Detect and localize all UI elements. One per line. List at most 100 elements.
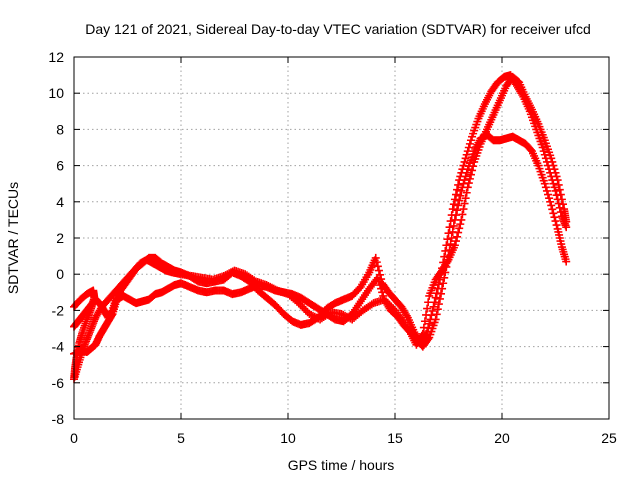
data-point <box>424 298 433 307</box>
data-point <box>448 205 457 214</box>
data-point <box>418 329 427 338</box>
data-point <box>547 201 556 210</box>
data-point <box>458 210 467 219</box>
data-point <box>455 224 464 233</box>
y-tick-label: -2 <box>52 302 65 318</box>
data-point <box>459 161 468 170</box>
y-tick-label: -8 <box>52 411 65 427</box>
data-point <box>422 310 431 319</box>
data-point <box>552 172 561 181</box>
data-point <box>546 197 555 206</box>
data-point <box>426 315 435 324</box>
data-point <box>549 209 558 218</box>
data-point <box>435 294 444 303</box>
data-point <box>443 257 452 266</box>
data-point <box>540 179 549 188</box>
y-tick-label: -4 <box>52 339 65 355</box>
chart-title: Day 121 of 2021, Sidereal Day-to-day VTE… <box>85 21 591 37</box>
data-point <box>453 206 462 215</box>
y-tick-label: 12 <box>48 49 64 65</box>
data-point <box>301 306 310 315</box>
data-point <box>457 168 466 177</box>
x-tick-label: 0 <box>70 430 78 446</box>
data-point <box>377 284 386 293</box>
data-point <box>459 205 468 214</box>
data-point <box>548 205 557 214</box>
data-point <box>434 300 443 309</box>
data-point <box>460 199 469 208</box>
data-point <box>450 241 459 250</box>
data-point <box>454 201 463 210</box>
data-point <box>298 302 307 311</box>
data-point <box>447 211 456 220</box>
data-point <box>553 176 562 185</box>
data-point <box>434 280 443 289</box>
data-point <box>307 310 316 319</box>
y-axis-label: SDTVAR / TECUs <box>5 182 21 294</box>
axis-ticks: 0 5 10 15 20 25 -8 -6 -4 -2 0 2 4 6 8 10 12 <box>48 49 617 446</box>
y-tick-label: 2 <box>56 230 64 246</box>
data-point <box>374 266 383 275</box>
y-tick-label: 4 <box>56 194 64 210</box>
data-point <box>551 186 560 195</box>
data-point <box>374 277 383 286</box>
data-point <box>446 217 455 226</box>
data-point <box>549 161 558 170</box>
data-point <box>443 235 452 244</box>
data-point <box>425 319 434 328</box>
data-point <box>466 170 475 179</box>
data-point <box>453 232 462 241</box>
data-point <box>555 185 564 194</box>
data-point <box>469 162 478 171</box>
data-point <box>433 305 442 314</box>
data-point <box>466 136 475 145</box>
data-point <box>373 273 382 282</box>
data-point <box>463 183 472 192</box>
data-point <box>554 180 563 189</box>
data-point <box>378 288 387 297</box>
data-point <box>550 183 559 192</box>
data-point <box>464 143 473 152</box>
data-point <box>379 291 388 300</box>
data-point <box>542 186 551 195</box>
data-point <box>465 139 474 148</box>
data-point <box>562 257 571 266</box>
data-point <box>371 253 380 262</box>
data-point <box>420 317 429 326</box>
data-point <box>464 179 473 188</box>
data-point <box>305 310 314 319</box>
data-point <box>300 304 309 313</box>
data-point <box>296 300 305 309</box>
data-point <box>444 229 453 238</box>
data-point <box>457 186 466 195</box>
data-series <box>70 71 571 384</box>
x-tick-label: 15 <box>387 430 403 446</box>
data-point <box>557 195 566 204</box>
data-point <box>460 157 469 166</box>
x-tick-label: 25 <box>601 430 617 446</box>
data-point <box>442 241 451 250</box>
series-track-c <box>70 72 571 358</box>
data-point <box>551 217 560 226</box>
data-point <box>423 328 432 337</box>
x-tick-label: 10 <box>280 430 296 446</box>
y-tick-label: 10 <box>48 85 64 101</box>
data-point <box>461 194 470 203</box>
data-point <box>429 302 438 311</box>
data-point <box>447 234 456 242</box>
data-point <box>455 176 464 185</box>
data-point <box>423 304 432 313</box>
data-point <box>454 228 463 237</box>
data-point <box>457 215 466 224</box>
data-point <box>552 221 561 230</box>
data-point <box>455 196 464 205</box>
data-point <box>373 262 382 271</box>
data-point <box>544 190 553 199</box>
x-tick-label: 5 <box>177 430 185 446</box>
data-point <box>549 179 558 188</box>
x-axis-label: GPS time / hours <box>288 457 395 473</box>
data-point <box>451 190 460 199</box>
data-point <box>454 180 463 189</box>
